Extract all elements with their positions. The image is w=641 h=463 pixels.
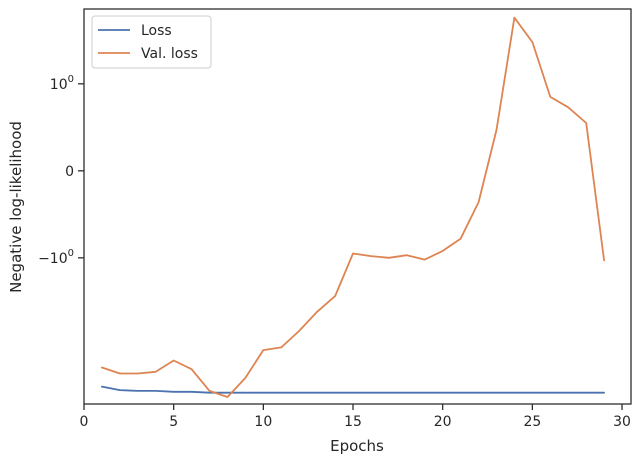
ticks-layer: 0 5 10 15 20 25 30 100 0 −100: [38, 74, 631, 430]
y-axis-label: Negative log-likelihood: [7, 121, 25, 293]
lines-layer: [101, 16, 605, 398]
x-tick-label: 15: [344, 414, 362, 430]
legend-box: [91, 15, 212, 69]
legend-label-val-loss: Val. loss: [141, 46, 198, 62]
x-tick-label: 20: [434, 414, 452, 430]
x-tick-label: 30: [613, 414, 631, 430]
series-line-val-loss: [101, 16, 605, 398]
x-tick-label: 5: [169, 414, 178, 430]
y-tick-label: 0: [65, 164, 74, 180]
x-tick-label: 10: [254, 414, 272, 430]
x-tick-label: 25: [523, 414, 541, 430]
series-line-loss: [101, 385, 605, 394]
y-tick-label: −100: [38, 248, 74, 267]
legend-label-loss: Loss: [141, 23, 172, 39]
x-tick-label: 0: [80, 414, 89, 430]
legend: Loss Val. loss: [91, 15, 212, 69]
y-tick-label: 100: [50, 74, 74, 93]
x-axis-label: Epochs: [330, 437, 384, 455]
plot-frame: [83, 8, 632, 405]
